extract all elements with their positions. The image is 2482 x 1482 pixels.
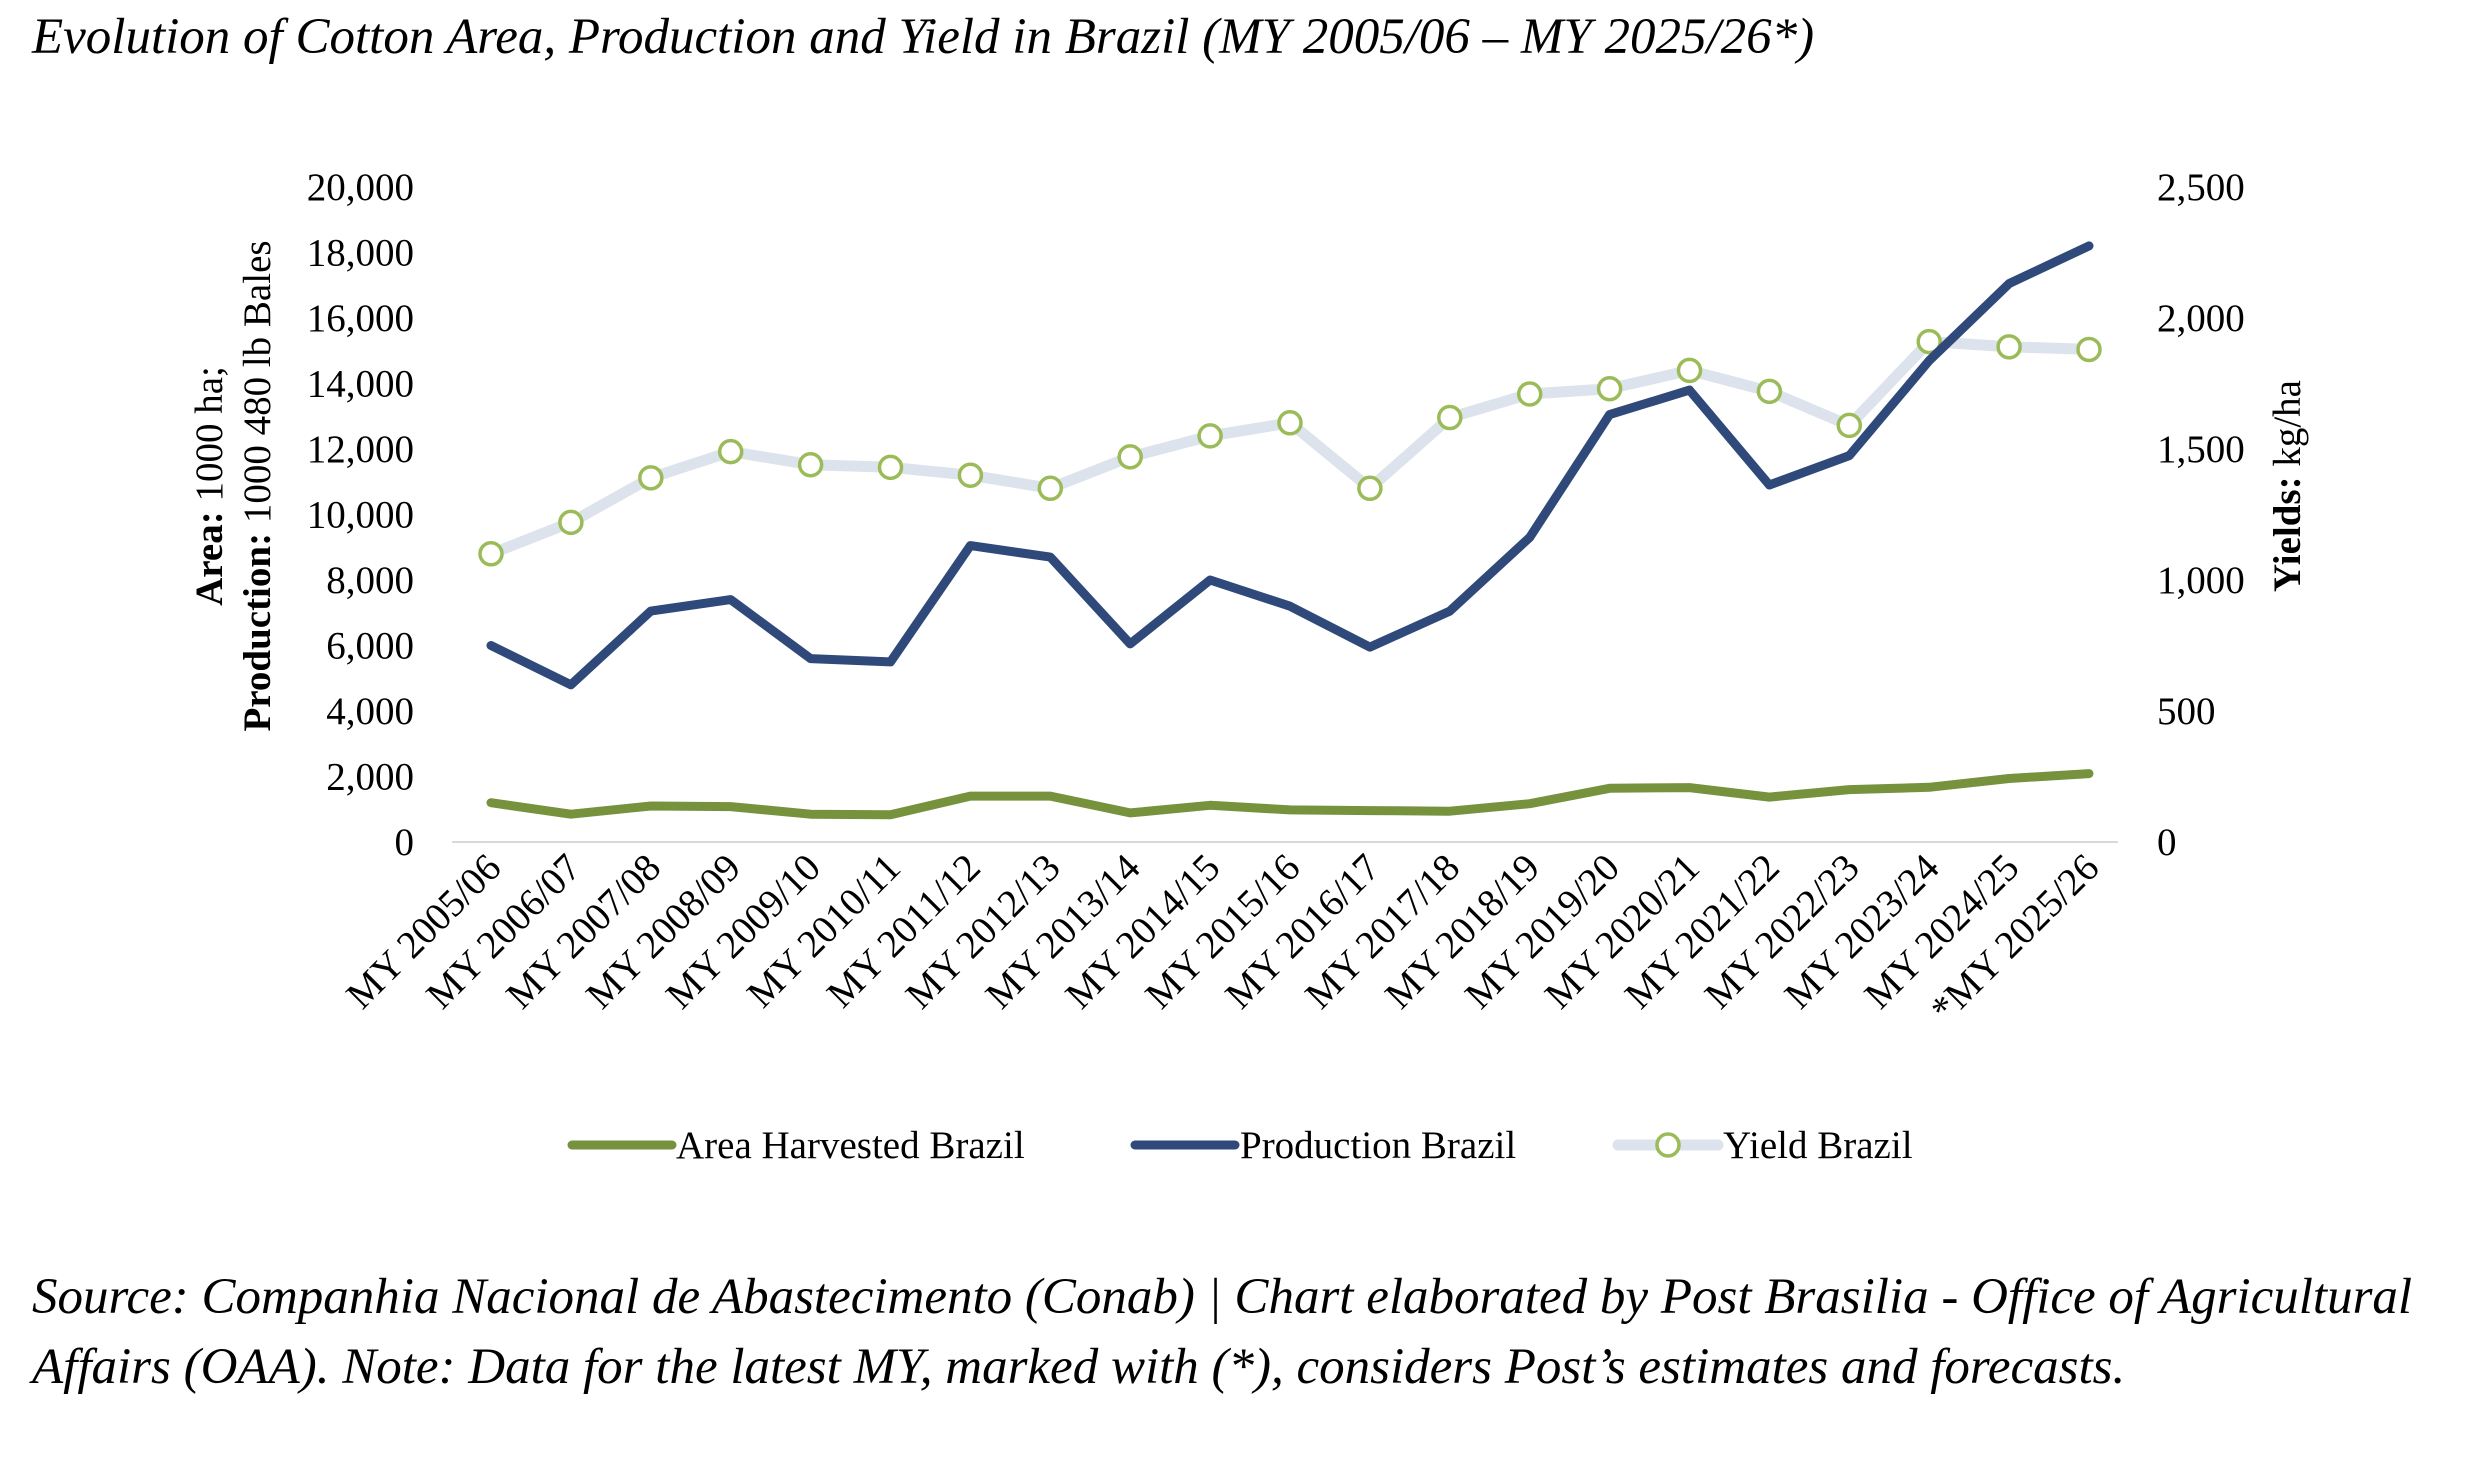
left-tick-label: 4,000: [326, 690, 414, 733]
yield-brazil-point: [1117, 444, 1143, 470]
right-tick-label: 1,000: [2157, 559, 2245, 602]
left-tick-label: 16,000: [307, 297, 414, 340]
right-axis-ticks: 0 500 1,000 1,500 2,000 2,500: [2157, 166, 2245, 864]
yield-brazil-point: [1437, 404, 1463, 431]
yield-brazil-point: [638, 465, 664, 491]
legend-label-production-brazil: Production Brazil: [1240, 1124, 1516, 1167]
right-tick-label: 2,500: [2157, 166, 2245, 209]
right-tick-label: 0: [2157, 821, 2177, 864]
yield-brazil-point: [1756, 378, 1783, 405]
series-layer: [478, 241, 2102, 820]
right-tick-label: 1,500: [2157, 428, 2245, 471]
yield-brazil-point: [558, 509, 584, 536]
yield-brazil-point: [1676, 357, 1703, 384]
yield-brazil-point: [1357, 475, 1383, 502]
left-tick-label: 20,000: [307, 166, 414, 209]
yield-brazil-point: [877, 454, 904, 481]
area-harvested-brazil-line: [486, 769, 2094, 820]
legend: Area Harvested Brazil Production Brazil Yi…: [567, 1124, 1913, 1167]
production-brazil-line: [486, 241, 2094, 690]
left-axis-title-line2: Production: 1000 480 lb Bales: [236, 240, 279, 731]
left-tick-label: 14,000: [307, 363, 414, 406]
yield-brazil-point: [2076, 336, 2102, 363]
right-axis-title: Yields: kg/ha: [2266, 380, 2309, 592]
legend-marker-yield-brazil: [1655, 1132, 1681, 1158]
yield-brazil-point: [717, 438, 744, 465]
yield-brazil-point: [957, 462, 984, 488]
yield-brazil-point: [1197, 423, 1223, 449]
left-tick-label: 10,000: [307, 494, 414, 537]
yield-brazil-point: [1596, 375, 1623, 402]
yield-brazil-point: [478, 541, 504, 567]
yield-brazil-point: [1916, 328, 1942, 355]
left-tick-label: 12,000: [307, 428, 414, 471]
yield-brazil-point: [1516, 381, 1543, 407]
yield-brazil-point: [797, 451, 824, 478]
yield-brazil-point: [1996, 334, 2022, 360]
right-tick-label: 500: [2157, 690, 2216, 733]
left-tick-label: 6,000: [326, 625, 414, 668]
right-tick-label: 2,000: [2157, 297, 2245, 340]
left-tick-label: 18,000: [307, 232, 414, 275]
legend-label-yield-brazil: Yield Brazil: [1723, 1124, 1913, 1167]
left-axis-ticks: 0 2,000 4,000 6,000 8,000 10,000 12,000 14,000 1…: [307, 166, 414, 864]
chart-title: Evolution of Cotton Area, Production and…: [32, 9, 1815, 65]
yield-brazil-point: [1037, 475, 1064, 502]
left-tick-label: 2,000: [326, 756, 414, 799]
left-tick-label: 8,000: [326, 559, 414, 602]
yield-brazil-point: [1836, 412, 1863, 439]
yield-brazil-point: [1277, 410, 1303, 436]
source-note: Source: Companhia Nacional de Abastecime…: [32, 1269, 2413, 1395]
legend-label-area-harvested-brazil: Area Harvested Brazil: [676, 1124, 1025, 1167]
left-tick-label: 0: [395, 821, 415, 864]
left-axis-title: Area: 1000 ha;: [188, 366, 231, 606]
chart: 0 2,000 4,000 6,000 8,000 10,000 12,000 14,000 1…: [188, 166, 2309, 1167]
